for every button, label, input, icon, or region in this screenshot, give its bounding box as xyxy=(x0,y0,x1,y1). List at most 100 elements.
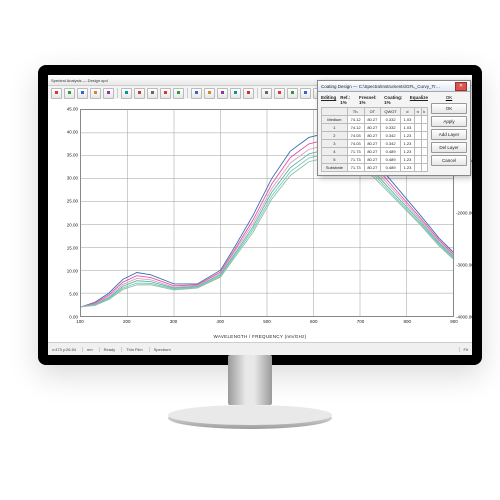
toolbar-button[interactable] xyxy=(51,88,62,99)
toolbar-button[interactable] xyxy=(204,88,215,99)
header-coating: Coating: 1% xyxy=(384,95,406,105)
table-row[interactable]: 374.0380.270.3421.23 xyxy=(322,140,428,148)
table-cell[interactable]: Medium xyxy=(322,116,348,124)
table-cell[interactable]: 0.342 xyxy=(381,140,401,148)
close-icon[interactable]: ✕ xyxy=(455,82,467,91)
toolbar-button[interactable] xyxy=(103,88,114,99)
toolbar-button[interactable] xyxy=(134,88,145,99)
table-cell[interactable] xyxy=(414,148,421,156)
x-tick-label: 700 xyxy=(357,319,365,324)
table-cell[interactable] xyxy=(414,124,421,132)
layer-table[interactable]: Th.OTQWOTdnk Medium74.1280.270.3321.0317… xyxy=(321,107,428,172)
toolbar-button[interactable] xyxy=(217,88,228,99)
toolbar-button[interactable] xyxy=(64,88,75,99)
apply-button[interactable]: Apply xyxy=(431,116,467,127)
table-row[interactable]: Medium74.1280.270.3321.03 xyxy=(322,116,428,124)
dialog-titlebar[interactable]: Coating Design — C:\Spectra\Instruments\… xyxy=(318,81,470,92)
table-cell[interactable]: Substrate xyxy=(322,164,348,172)
table-cell[interactable] xyxy=(421,132,427,140)
toolbar-button[interactable] xyxy=(243,88,254,99)
toolbar-button[interactable] xyxy=(274,88,285,99)
table-row[interactable]: 471.7380.270.4891.23 xyxy=(322,148,428,156)
table-cell[interactable] xyxy=(414,140,421,148)
screen: Spectral Analysis — Design.spd 0.005.001… xyxy=(48,75,472,355)
table-cell[interactable]: 0.332 xyxy=(381,124,401,132)
table-cell[interactable] xyxy=(421,156,427,164)
table-cell[interactable] xyxy=(421,124,427,132)
table-cell[interactable]: 80.27 xyxy=(364,140,381,148)
table-cell[interactable] xyxy=(414,164,421,172)
table-row[interactable]: Substrate71.7380.270.4891.23 xyxy=(322,164,428,172)
table-cell[interactable]: 74.03 xyxy=(347,140,364,148)
table-cell[interactable]: 80.27 xyxy=(364,116,381,124)
status-coords: x:473 y:26.54 xyxy=(52,347,76,352)
table-cell[interactable] xyxy=(414,132,421,140)
table-cell[interactable]: 0.342 xyxy=(381,132,401,140)
table-cell[interactable] xyxy=(421,116,427,124)
table-row[interactable]: 274.0380.270.3421.23 xyxy=(322,132,428,140)
toolbar-button[interactable] xyxy=(121,88,132,99)
toolbar-button[interactable] xyxy=(173,88,184,99)
toolbar-button[interactable] xyxy=(287,88,298,99)
ok-button[interactable]: OK xyxy=(431,103,467,114)
table-cell[interactable]: 1.23 xyxy=(401,140,415,148)
table-cell[interactable]: 80.27 xyxy=(364,132,381,140)
x-tick-label: 600 xyxy=(310,319,318,324)
table-cell[interactable]: 74.12 xyxy=(347,116,364,124)
table-cell[interactable]: 1.23 xyxy=(401,164,415,172)
y-tick-label: 35.00 xyxy=(67,153,78,158)
table-cell[interactable]: 74.12 xyxy=(347,124,364,132)
table-cell[interactable]: 0.489 xyxy=(381,164,401,172)
y-tick-label: 40.00 xyxy=(67,130,78,135)
table-cell[interactable]: 0.489 xyxy=(381,156,401,164)
table-col-header: OT xyxy=(364,108,381,116)
tab-editing[interactable]: Editing xyxy=(321,95,336,105)
table-cell[interactable]: 80.27 xyxy=(364,148,381,156)
toolbar-button[interactable] xyxy=(147,88,158,99)
table-row[interactable]: 571.7380.270.4891.23 xyxy=(322,156,428,164)
toolbar-button[interactable] xyxy=(90,88,101,99)
cancel-button[interactable]: Cancel xyxy=(431,155,467,166)
table-cell[interactable]: 1.23 xyxy=(401,156,415,164)
table-cell[interactable]: 0.332 xyxy=(381,116,401,124)
toolbar-button[interactable] xyxy=(160,88,171,99)
table-cell[interactable] xyxy=(414,116,421,124)
table-cell[interactable] xyxy=(421,148,427,156)
add-layer-button[interactable]: Add Layer xyxy=(431,129,467,140)
table-row[interactable]: 174.1280.270.3321.03 xyxy=(322,124,428,132)
status-extra2: Spectrum xyxy=(149,347,171,352)
status-bar: x:473 y:26.54 nm Ready Thin Film Spectru… xyxy=(48,342,472,355)
toolbar-button[interactable] xyxy=(77,88,88,99)
table-cell[interactable]: 4 xyxy=(322,148,348,156)
header-equalize[interactable]: Equalize xyxy=(410,95,428,105)
table-cell[interactable]: 1.03 xyxy=(401,116,415,124)
table-cell[interactable]: 80.27 xyxy=(364,156,381,164)
toolbar-button[interactable] xyxy=(230,88,241,99)
table-cell[interactable]: 1.03 xyxy=(401,124,415,132)
table-cell[interactable]: 71.73 xyxy=(347,156,364,164)
table-cell[interactable] xyxy=(421,140,427,148)
table-cell[interactable]: 3 xyxy=(322,140,348,148)
table-cell[interactable]: 1.23 xyxy=(401,148,415,156)
coating-design-dialog[interactable]: Coating Design — C:\Spectra\Instruments\… xyxy=(317,80,471,176)
toolbar-button[interactable] xyxy=(300,88,311,99)
del-layer-button[interactable]: Del Layer xyxy=(431,142,467,153)
table-cell[interactable]: 74.03 xyxy=(347,132,364,140)
table-cell[interactable] xyxy=(421,164,427,172)
y-tick-label: 15.00 xyxy=(67,245,78,250)
table-cell[interactable]: 1 xyxy=(322,124,348,132)
table-cell[interactable]: 80.27 xyxy=(364,164,381,172)
x-tick-label: 500 xyxy=(263,319,271,324)
toolbar-button[interactable] xyxy=(261,88,272,99)
x-tick-label: 200 xyxy=(123,319,131,324)
table-cell[interactable]: 80.27 xyxy=(364,124,381,132)
table-cell[interactable]: 71.73 xyxy=(347,164,364,172)
table-cell[interactable] xyxy=(414,156,421,164)
x-tick-label: 300 xyxy=(170,319,178,324)
table-cell[interactable]: 71.73 xyxy=(347,148,364,156)
toolbar-button[interactable] xyxy=(191,88,202,99)
table-cell[interactable]: 1.23 xyxy=(401,132,415,140)
table-cell[interactable]: 0.489 xyxy=(381,148,401,156)
table-cell[interactable]: 5 xyxy=(322,156,348,164)
table-cell[interactable]: 2 xyxy=(322,132,348,140)
